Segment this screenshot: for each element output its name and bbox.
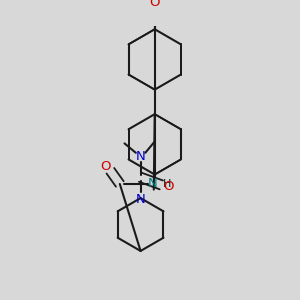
Text: N: N [136, 193, 146, 206]
Text: N: N [136, 150, 146, 163]
Text: O: O [100, 160, 111, 173]
Text: O: O [164, 180, 174, 193]
Text: N: N [148, 178, 158, 190]
Text: H: H [163, 179, 171, 189]
Text: O: O [149, 0, 160, 9]
